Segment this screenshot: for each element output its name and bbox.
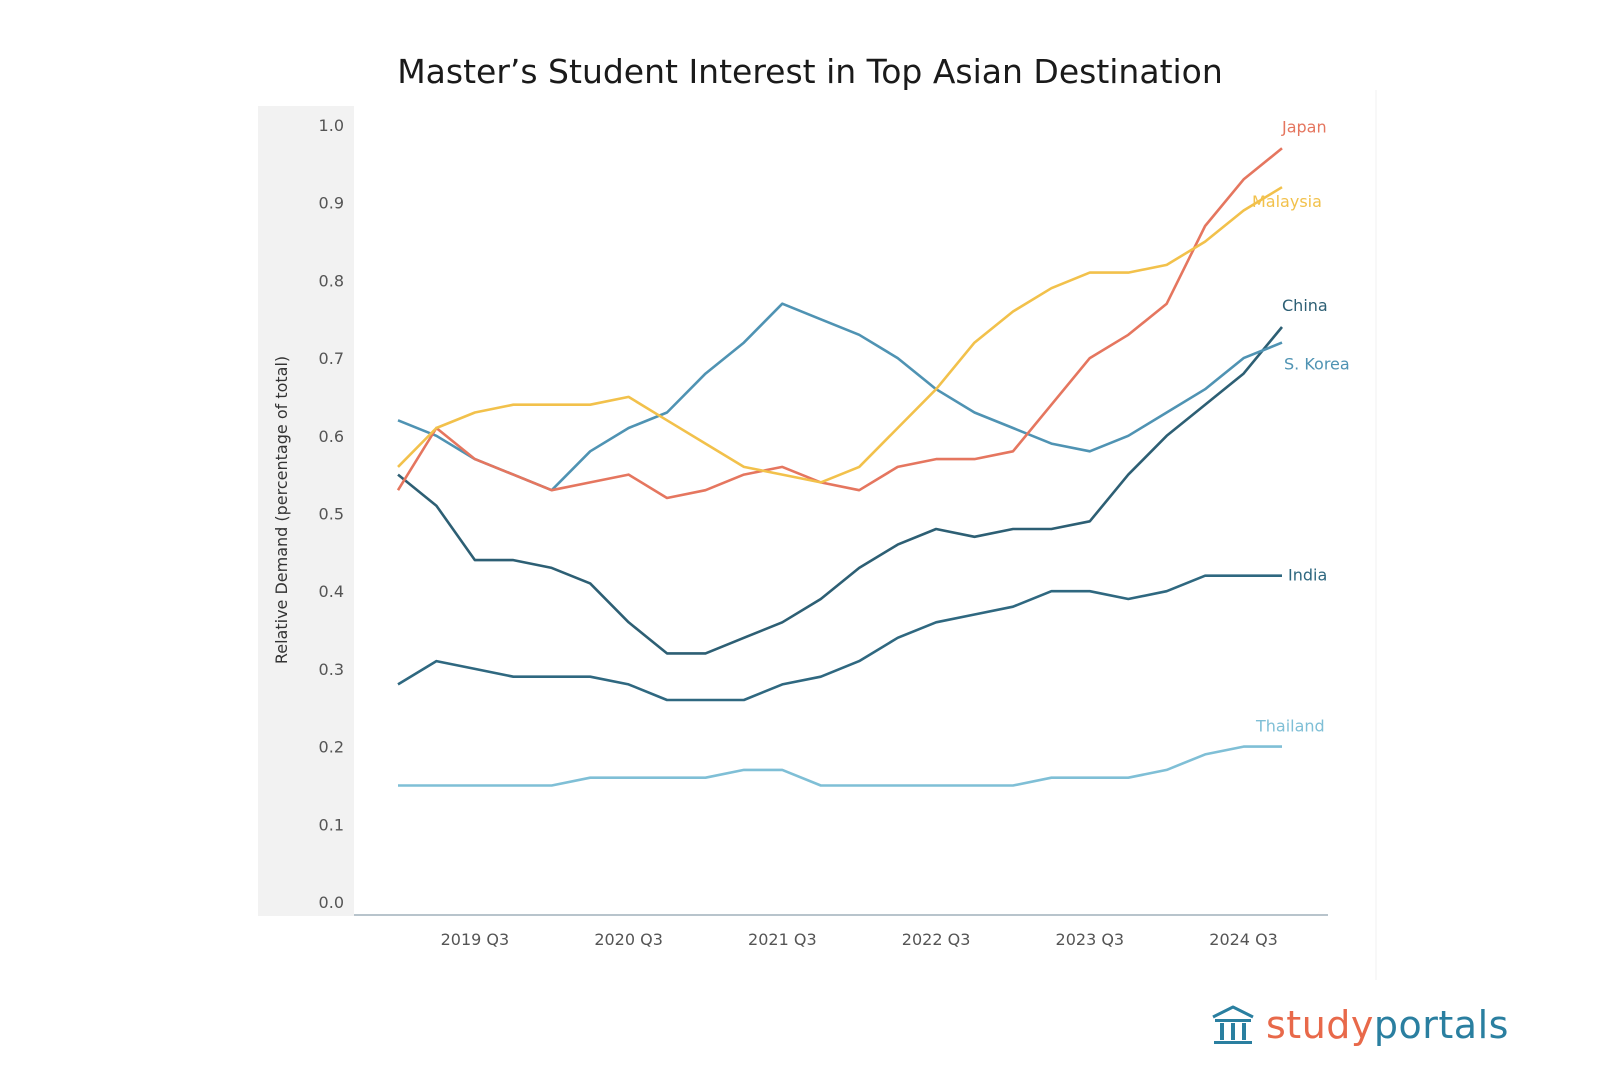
chart-title: Master’s Student Interest in Top Asian D…	[397, 52, 1223, 91]
series-line-japan	[396, 147, 1283, 500]
series-line-china	[397, 326, 1284, 655]
y-tick-label: 0.1	[319, 815, 344, 834]
y-tick-label: 1.0	[319, 116, 344, 135]
y-tick-label: 0.6	[319, 427, 344, 446]
series-line-india	[397, 574, 1282, 702]
series-lines	[396, 147, 1284, 787]
series-label-china: China	[1282, 296, 1328, 315]
y-tick-label: 0.7	[319, 349, 344, 368]
series-label-s-korea: S. Korea	[1284, 355, 1350, 374]
x-tick-label: 2021 Q3	[748, 930, 817, 949]
logo-text: studyportals	[1266, 1003, 1509, 1047]
building-columns-icon	[1212, 1005, 1254, 1044]
y-tick-label: 0.5	[319, 505, 344, 524]
series-line-malaysia	[397, 186, 1283, 484]
x-tick-label: 2022 Q3	[902, 930, 971, 949]
x-ticks: 2019 Q3 2020 Q3 2021 Q3 2022 Q3 2023 Q3 2024 …	[441, 930, 1278, 949]
y-tick-label: 0.8	[319, 271, 344, 290]
logo-text-study: study	[1266, 1003, 1374, 1047]
x-tick-label: 2020 Q3	[594, 930, 663, 949]
series-labels: Thailand India China S. Korea Japan Malaysia	[1252, 117, 1350, 735]
series-line-s-korea	[397, 302, 1283, 492]
y-tick-label: 0.9	[319, 194, 344, 213]
x-tick-label: 2023 Q3	[1056, 930, 1125, 949]
series-label-malaysia: Malaysia	[1252, 192, 1322, 211]
series-line-thailand	[398, 745, 1282, 787]
y-axis-title: Relative Demand (percentage of total)	[272, 356, 291, 664]
series-label-japan: Japan	[1281, 117, 1327, 136]
series-label-india: India	[1288, 566, 1327, 585]
y-tick-label: 0.4	[319, 582, 344, 601]
studyportals-logo: studyportals	[1210, 1000, 1509, 1050]
logo-text-portals: portals	[1373, 1003, 1509, 1047]
y-tick-label: 0.2	[319, 738, 344, 757]
x-tick-label: 2019 Q3	[441, 930, 510, 949]
y-tick-label: 0.3	[319, 660, 344, 679]
y-tick-label: 0.0	[319, 893, 344, 912]
series-label-thailand: Thailand	[1255, 717, 1325, 736]
x-tick-label: 2024 Q3	[1209, 930, 1278, 949]
y-axis-panel	[258, 106, 354, 916]
y-ticks: 0.0 0.1 0.2 0.3 0.4 0.5 0.6 0.7 0.8 0.9 1.0	[319, 116, 344, 912]
